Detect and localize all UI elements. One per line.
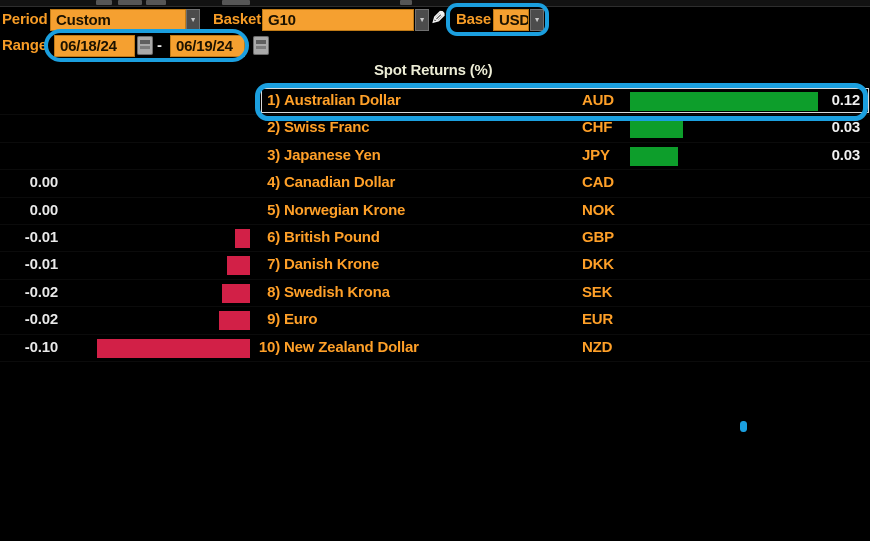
chart-title: Spot Returns (%) — [374, 62, 493, 79]
basket-dropdown-arrow-icon[interactable]: ▼ — [415, 9, 429, 31]
row-ticker: CHF — [582, 119, 613, 137]
period-dropdown[interactable]: Custom — [50, 9, 186, 31]
row-left-value: 0.00 — [29, 174, 59, 192]
negative-bar — [97, 338, 250, 358]
chart-row[interactable]: -0.10 10) New Zealand Dollar NZD — [0, 335, 870, 362]
calendar-icon[interactable] — [137, 36, 153, 55]
cutoff-toolbar-strip — [0, 0, 870, 7]
row-left-value: -0.01 — [24, 228, 58, 246]
row-currency-name: Danish Krone — [284, 256, 380, 274]
base-currency-dropdown[interactable]: USD — [493, 9, 529, 31]
range-start-input[interactable]: 06/18/24 — [54, 35, 135, 57]
row-ticker: GBP — [582, 228, 614, 246]
chart-row[interactable]: 0.00 5) Norwegian Krone NOK — [0, 198, 870, 225]
chart-row[interactable]: 2) Swiss Franc CHF 0.03 — [0, 115, 870, 143]
basket-label: Basket — [213, 11, 261, 28]
toolbar-tab-fragment — [400, 0, 412, 5]
row-index: 8) — [267, 283, 280, 301]
row-index: 5) — [267, 201, 280, 219]
row-currency-name: Swiss Franc — [284, 119, 370, 137]
chart-row[interactable]: -0.01 7) Danish Krone DKK — [0, 252, 870, 280]
row-index: 7) — [267, 256, 280, 274]
negative-bar — [222, 283, 250, 303]
row-currency-name: New Zealand Dollar — [284, 338, 419, 356]
row-right-value: 0.03 — [831, 146, 861, 164]
negative-bar — [227, 256, 250, 276]
edit-basket-pencil-icon[interactable]: ✎ — [431, 8, 446, 28]
row-ticker: NOK — [582, 201, 615, 219]
chart-row[interactable]: -0.02 9) Euro EUR — [0, 307, 870, 335]
row-currency-name: Norwegian Krone — [284, 201, 406, 219]
chart-row[interactable]: 0.00 4) Canadian Dollar CAD — [0, 170, 870, 198]
row-ticker: EUR — [582, 311, 614, 329]
row-ticker: DKK — [582, 256, 614, 274]
toolbar-tab-fragment — [96, 0, 112, 5]
row-left-value: -0.01 — [24, 256, 58, 274]
row-left-value: -0.10 — [24, 338, 58, 356]
row-ticker: SEK — [582, 283, 613, 301]
period-label: Period — [2, 11, 48, 28]
row-ticker: CAD — [582, 174, 614, 192]
chart-row[interactable]: -0.01 6) British Pound GBP — [0, 225, 870, 253]
row-index: 9) — [267, 311, 280, 329]
row-currency-name: Canadian Dollar — [284, 174, 396, 192]
negative-bar — [235, 228, 250, 248]
annotation-stray-dot — [740, 421, 747, 432]
row-index: 1) — [267, 92, 280, 109]
chart-row[interactable]: -0.02 8) Swedish Krona SEK — [0, 280, 870, 308]
row-index: 3) — [267, 146, 280, 164]
period-dropdown-arrow-icon[interactable]: ▼ — [186, 9, 200, 31]
positive-bar — [630, 119, 683, 139]
chart-row[interactable]: 1) Australian Dollar AUD 0.12 — [0, 88, 870, 116]
base-label: Base — [456, 11, 492, 28]
row-currency-name: British Pound — [284, 228, 380, 246]
base-dropdown-arrow-icon[interactable]: ▼ — [530, 9, 544, 31]
row-index: 2) — [267, 119, 280, 137]
row-ticker: AUD — [582, 92, 614, 109]
range-dash: - — [157, 37, 162, 54]
basket-dropdown[interactable]: G10 — [262, 9, 414, 31]
row-ticker: NZD — [582, 338, 613, 356]
row-right-value: 0.12 — [831, 92, 861, 109]
row-index: 4) — [267, 174, 280, 192]
row-left-value: 0.00 — [29, 201, 59, 219]
row-left-value: -0.02 — [24, 283, 58, 301]
range-label: Range — [2, 37, 47, 54]
range-end-input[interactable]: 06/19/24 — [170, 35, 245, 57]
positive-bar — [630, 92, 818, 111]
row-currency-name: Australian Dollar — [284, 92, 401, 109]
chart-row[interactable]: 3) Japanese Yen JPY 0.03 — [0, 143, 870, 171]
row-index: 6) — [267, 228, 280, 246]
toolbar-tab-fragment — [118, 0, 142, 5]
row-left-value: -0.02 — [24, 311, 58, 329]
positive-bar — [630, 146, 678, 166]
calendar-icon[interactable] — [253, 36, 269, 55]
row-ticker: JPY — [582, 146, 610, 164]
toolbar-tab-fragment — [222, 0, 250, 5]
row-currency-name: Japanese Yen — [284, 146, 381, 164]
toolbar-tab-fragment — [146, 0, 166, 5]
chart-rows: 1) Australian Dollar AUD 0.12 2) Swiss F… — [0, 88, 870, 362]
negative-bar — [219, 311, 250, 331]
row-currency-name: Swedish Krona — [284, 283, 390, 301]
row-currency-name: Euro — [284, 311, 318, 329]
row-index: 10) — [258, 338, 280, 356]
row-right-value: 0.03 — [831, 119, 861, 137]
